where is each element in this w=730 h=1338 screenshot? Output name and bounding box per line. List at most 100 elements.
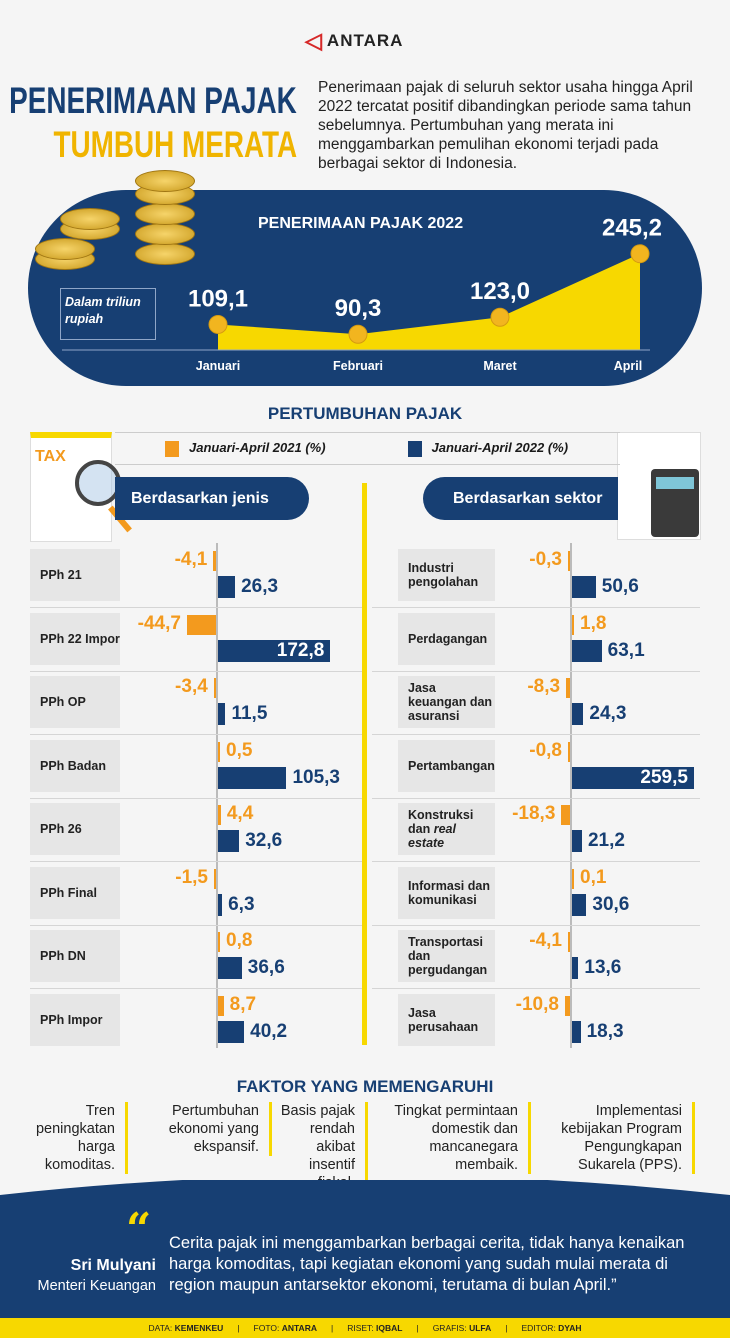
value-2021: 8,7 — [229, 993, 257, 1015]
row-divider — [372, 861, 700, 862]
bar-2022 — [218, 576, 236, 598]
revenue-area-chart: 109,1 Januari 90,3 Februari 123,0 Maret 245,2 A… — [62, 215, 662, 373]
value-2022: 6,3 — [228, 893, 255, 915]
bar-2021 — [564, 995, 570, 1016]
credit-item: RISET: IQBAL — [347, 1323, 403, 1333]
category-label: PPh OP — [30, 676, 120, 728]
divider — [362, 483, 367, 1045]
logo-text: ANTARA — [326, 31, 404, 50]
value-2021: 1,8 — [580, 612, 607, 634]
row-divider — [30, 607, 362, 608]
bar-2021 — [186, 614, 216, 635]
growth-title: PERTUMBUHAN PAJAK — [267, 404, 463, 423]
bar-2022 — [218, 830, 240, 852]
quote-role: Menteri Keuangan — [37, 1278, 157, 1294]
bar-2021 — [213, 678, 216, 698]
credits: DATA: KEMENKEU | FOTO: ANTARA | RISET: IQBAL… — [0, 1318, 730, 1338]
value-2021: 0,8 — [226, 930, 253, 951]
row-divider — [30, 988, 362, 989]
category-label: PPh 21 — [30, 549, 120, 601]
category-label: Pertambangan — [398, 739, 495, 792]
value-2022: 13,6 — [584, 957, 622, 978]
bar-2022 — [572, 957, 579, 979]
month-label: April — [614, 359, 642, 373]
quote-text: Cerita pajak ini menggambarkan berbagai … — [169, 1234, 685, 1294]
tax-document-icon: TAX — [30, 432, 132, 542]
quote-author: Sri Mulyani — [70, 1257, 156, 1274]
data-point — [208, 314, 228, 334]
value-2021: -4,1 — [174, 549, 208, 570]
bar-2021 — [568, 932, 570, 952]
value-2022: 105,3 — [292, 766, 340, 788]
bar-2022 — [218, 766, 287, 789]
value-2022: 63,1 — [607, 639, 645, 661]
value-2022: 30,6 — [592, 893, 630, 915]
factor-item: Basis pajak rendah akibat insentif fiska… — [278, 1102, 368, 1192]
separator: | — [416, 1323, 419, 1333]
factors-title: FAKTOR YANG MEMENGARUHI — [236, 1077, 494, 1096]
category-label: Konstruksi dan real estate — [398, 803, 495, 855]
separator: | — [330, 1323, 334, 1333]
category-label: PPh Final — [30, 866, 120, 919]
credit-item: FOTO: ANTARA — [253, 1323, 317, 1333]
factor-item: Tren peningkatan harga komoditas. — [28, 1102, 128, 1174]
by-sector-header: Berdasarkan sektor — [423, 477, 618, 520]
value-2022: 259,5 — [640, 766, 688, 788]
bar-2022 — [218, 1020, 245, 1043]
bar-2022 — [572, 830, 582, 852]
credit-item: GRAFIS: ULFA — [432, 1323, 492, 1333]
row-divider — [372, 988, 700, 989]
value-2021: 4,4 — [226, 803, 254, 824]
data-label: 109,1 — [188, 285, 248, 312]
data-point — [490, 307, 510, 327]
bar-2022 — [572, 766, 694, 789]
data-label: 123,0 — [470, 278, 530, 305]
credit-item: DATA: KEMENKEU — [148, 1323, 224, 1333]
value-2022: 18,3 — [586, 1020, 624, 1042]
antara-logo: ◁ ANTARA — [305, 28, 403, 54]
row-divider — [372, 797, 700, 799]
month-label: Januari — [196, 359, 240, 373]
value-2022: 40,2 — [250, 1020, 288, 1042]
row-divider — [30, 861, 362, 862]
row-divider — [372, 607, 700, 608]
category-label: Perdagangan — [398, 612, 495, 665]
month-label: Februari — [333, 359, 383, 373]
value-2021: -8,3 — [527, 676, 561, 697]
quote-panel — [0, 1195, 730, 1318]
category-label: PPh DN — [30, 930, 120, 982]
value-2021: -18,3 — [512, 803, 556, 824]
bar-2021 — [572, 868, 574, 889]
factor-item: Pertumbuhan ekonomi yang ekspansif. — [142, 1102, 272, 1156]
bar-2021 — [218, 805, 221, 825]
legend-label: Januari-April 2022 (%) — [431, 440, 569, 456]
bar-2022 — [572, 703, 584, 725]
row-divider — [372, 734, 700, 735]
bar-2021 — [213, 551, 216, 571]
legend-item-2022: Januari-April 2022 (%) — [368, 440, 621, 457]
bar-2021 — [218, 995, 224, 1016]
value-2021: -44,7 — [137, 612, 181, 634]
row-divider — [30, 670, 362, 672]
bar-2022 — [572, 576, 596, 598]
antara-logo-icon: ◁ — [305, 28, 323, 53]
title-line1: PENERIMAAN PAJAK — [9, 80, 297, 122]
category-label: PPh 22 Impor — [30, 612, 120, 665]
legend-swatch-orange — [165, 440, 179, 457]
axis-line — [570, 543, 572, 1048]
bar-2021 — [568, 741, 570, 762]
title-line2: TUMBUH MERATA — [53, 124, 297, 166]
value-2021: -0,3 — [529, 549, 562, 570]
category-label: Jasa keuangan dan asuransi — [398, 676, 495, 728]
intro-text: Penerimaan pajak di seluruh sektor usaha… — [318, 79, 693, 172]
factor-item: Tingkat permintaan domestik dan mancaneg… — [386, 1102, 531, 1174]
area-fill — [218, 253, 640, 350]
row-divider — [30, 734, 362, 735]
data-point — [630, 244, 650, 264]
row-divider — [372, 670, 700, 672]
bar-2021 — [572, 614, 574, 635]
bar-2022 — [218, 893, 223, 916]
value-2021: -1,5 — [175, 866, 208, 888]
value-2022: 24,3 — [589, 703, 627, 724]
quote-icon: “ — [126, 1204, 152, 1255]
